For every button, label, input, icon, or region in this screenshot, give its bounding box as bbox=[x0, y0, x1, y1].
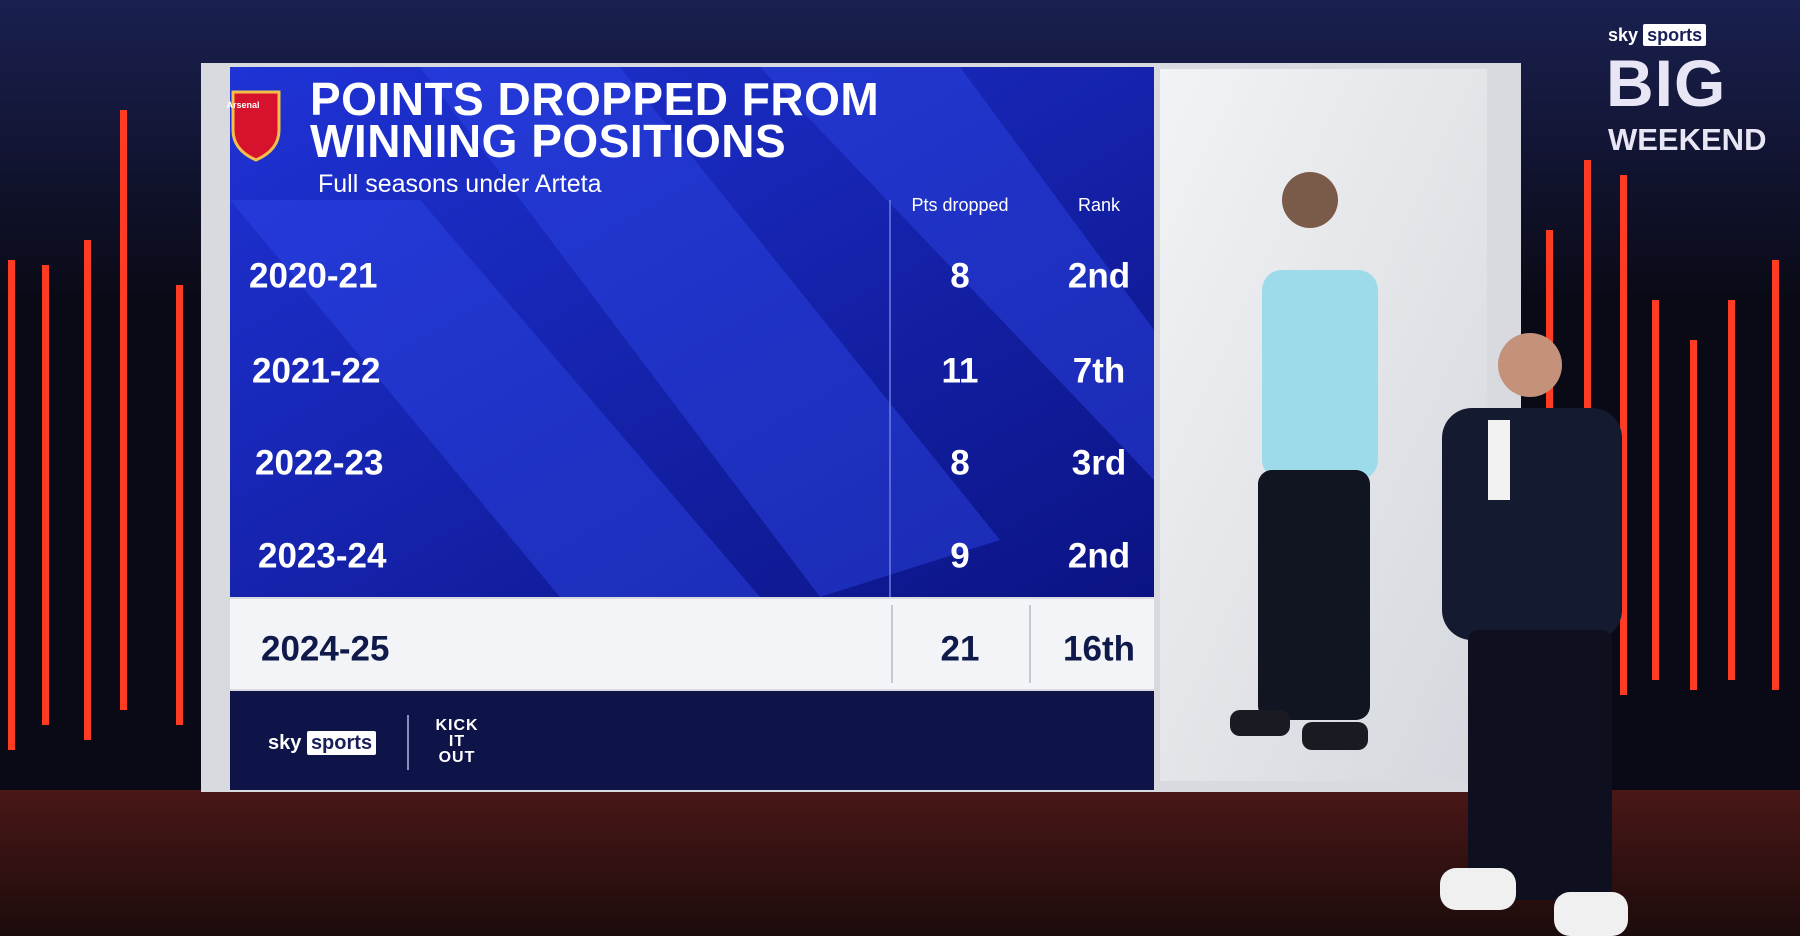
highlight-row bbox=[230, 599, 1154, 689]
table-panel bbox=[230, 67, 1154, 597]
value-cell: 16th bbox=[1063, 629, 1135, 669]
value-cell: 3rd bbox=[1071, 443, 1127, 483]
floor bbox=[0, 790, 1800, 936]
column-header: Rank bbox=[1077, 195, 1121, 215]
season-cell: 2021-22 bbox=[252, 351, 381, 391]
value-cell: 8 bbox=[950, 256, 970, 296]
value-cell: 2nd bbox=[1067, 536, 1131, 576]
subtitle: Full seasons under Arteta bbox=[318, 170, 602, 198]
title-line: POINTS DROPPED FROM bbox=[310, 73, 880, 125]
corner-brand: sky sports bbox=[1608, 24, 1707, 46]
value-cell: 7th bbox=[1072, 351, 1126, 391]
partner-logo: KICK IT OUT bbox=[428, 718, 486, 766]
brand-word: sky bbox=[1608, 25, 1639, 45]
value-cell: 2nd bbox=[1067, 256, 1131, 296]
footer-brand: sky sports bbox=[268, 731, 377, 755]
show-name: WEEKEND bbox=[1608, 122, 1767, 157]
crest-text: Arsenal bbox=[226, 100, 260, 110]
partner-word: OUT bbox=[438, 749, 476, 766]
panel-stripes bbox=[230, 67, 1154, 597]
brand-word: sky bbox=[268, 732, 302, 754]
title-line: WINNING POSITIONS bbox=[310, 115, 787, 167]
season-cell: 2020-21 bbox=[249, 256, 378, 296]
brand-word: sports bbox=[306, 731, 377, 755]
partner-word: IT bbox=[448, 733, 466, 750]
value-cell: 9 bbox=[950, 536, 970, 576]
season-cell: 2024-25 bbox=[261, 629, 390, 669]
brand-word: sports bbox=[1643, 24, 1707, 46]
partner-word: KICK bbox=[435, 717, 479, 734]
value-cell: 11 bbox=[941, 351, 979, 391]
show-name: BIG bbox=[1606, 46, 1727, 120]
season-cell: 2023-24 bbox=[258, 536, 387, 576]
value-cell: 21 bbox=[940, 629, 980, 669]
footer-panel bbox=[230, 691, 1154, 790]
value-cell: 8 bbox=[950, 443, 970, 483]
manager-figure bbox=[1230, 172, 1378, 750]
season-cell: 2022-23 bbox=[255, 443, 384, 483]
club-crest bbox=[231, 90, 281, 162]
column-header: Pts dropped bbox=[911, 195, 1009, 215]
presenter-figure bbox=[1440, 333, 1628, 936]
